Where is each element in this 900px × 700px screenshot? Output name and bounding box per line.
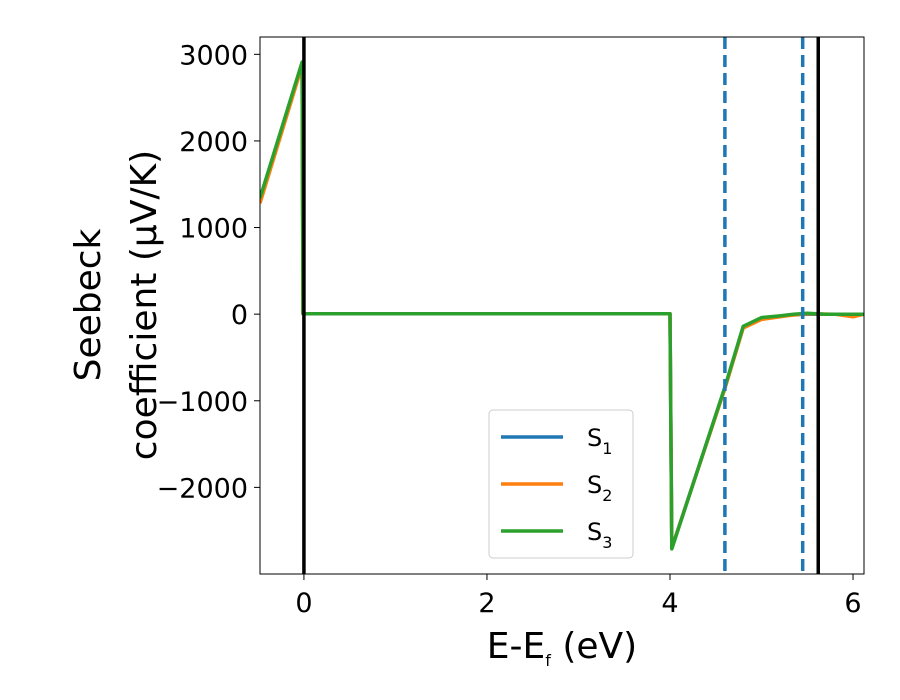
- y-tick-label-3: 1000: [179, 214, 248, 245]
- y-axis-label: Seebeck coefficient (μV/K): [68, 150, 165, 460]
- y-tick-label-4: 2000: [179, 127, 248, 158]
- y-tick-label-5: 3000: [179, 40, 248, 71]
- x-tick-label-2: 2: [478, 588, 495, 619]
- legend-label-2: S2: [587, 471, 612, 505]
- y-tick-label-2: 0: [231, 300, 248, 331]
- legend-label-3: S3: [587, 518, 612, 552]
- plot-clip-group: [260, 37, 864, 574]
- x-tick-label-4: 4: [661, 588, 678, 619]
- y-tick-label-1: −1000: [157, 387, 248, 418]
- legend-label-1: S1: [587, 424, 612, 458]
- x-axis-label: E-Ef (eV): [487, 626, 637, 670]
- x-tick-label-0: 0: [295, 588, 312, 619]
- legend: S1 S2 S3: [488, 409, 634, 559]
- plot-frame: [259, 36, 865, 575]
- plot-area: [260, 37, 864, 574]
- y-tick-label-0: −2000: [157, 473, 248, 504]
- axes: 0 2 4 6 −2000 −1000 0 1000 2000 3000 E-Ef (eV) Seeb…: [68, 36, 865, 670]
- x-tick-label-6: 6: [844, 588, 861, 619]
